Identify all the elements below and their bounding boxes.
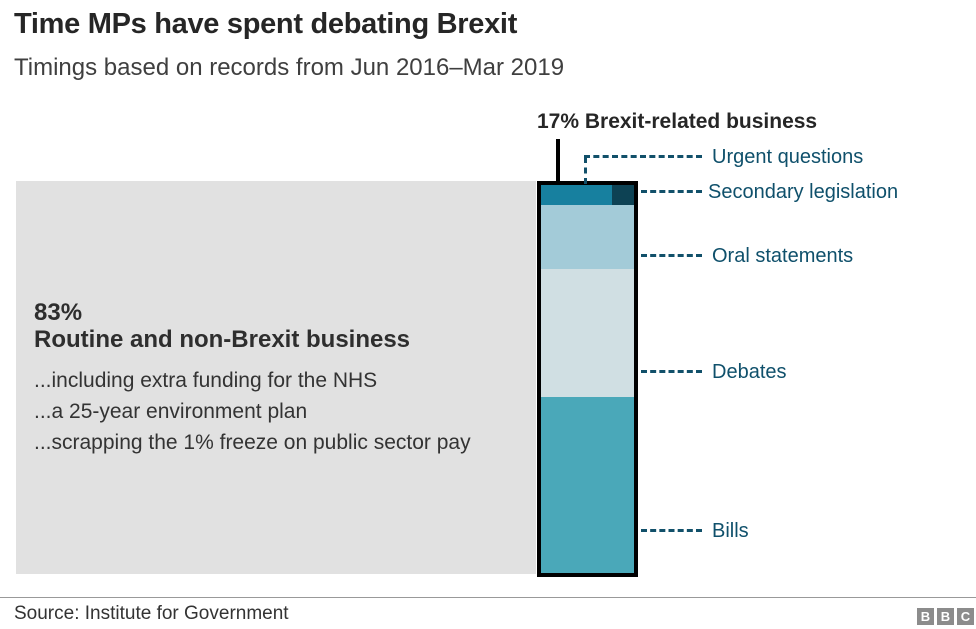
routine-label: Routine and non-Brexit business (34, 326, 411, 353)
brexit-total-label: 17% Brexit-related business (537, 110, 818, 133)
bar-segment-urgent-questions (541, 185, 612, 205)
bar-segment-bills (541, 397, 634, 573)
routine-detail-nhs: ...including extra funding for the NHS (34, 369, 378, 392)
bar-segment-debates (541, 269, 634, 397)
leader-line-urgent-vertical (584, 157, 587, 184)
page-title: Time MPs have spent debating Brexit (14, 8, 518, 40)
routine-block-content: 83% Routine and non-Brexit business ...i… (34, 299, 528, 458)
leader-line-secondary (641, 190, 702, 193)
bar-band-top (541, 185, 634, 205)
annotation-pointer-line (556, 139, 560, 183)
page-subtitle: Timings based on records from Jun 2016–M… (14, 54, 565, 81)
leader-line-bills (641, 529, 702, 532)
label-urgent-questions: Urgent questions (712, 146, 864, 168)
routine-detail-pay: ...scrapping the 1% freeze on public sec… (34, 431, 471, 454)
routine-detail-environment: ...a 25-year environment plan (34, 400, 308, 423)
routine-block: 83% Routine and non-Brexit business ...i… (16, 181, 536, 574)
bbc-logo-letter-1: B (917, 608, 934, 625)
bar-segment-oral-statements (541, 205, 634, 269)
leader-line-debates (641, 370, 702, 373)
bbc-logo-letter-3: C (957, 608, 974, 625)
label-debates: Debates (712, 361, 787, 383)
bar-segment-secondary-legislation (612, 185, 634, 205)
routine-percent: 83% (34, 299, 83, 326)
source-text: Source: Institute for Government (14, 603, 289, 624)
brexit-stacked-bar (537, 181, 638, 577)
footer-divider (0, 597, 976, 598)
bbc-logo-letter-2: B (937, 608, 954, 625)
leader-line-urgent (584, 155, 702, 158)
bbc-logo: B B C (917, 608, 974, 625)
label-oral-statements: Oral statements (712, 245, 854, 267)
label-bills: Bills (712, 520, 749, 542)
leader-line-oral (641, 254, 702, 257)
label-secondary-legislation: Secondary legislation (708, 181, 899, 203)
